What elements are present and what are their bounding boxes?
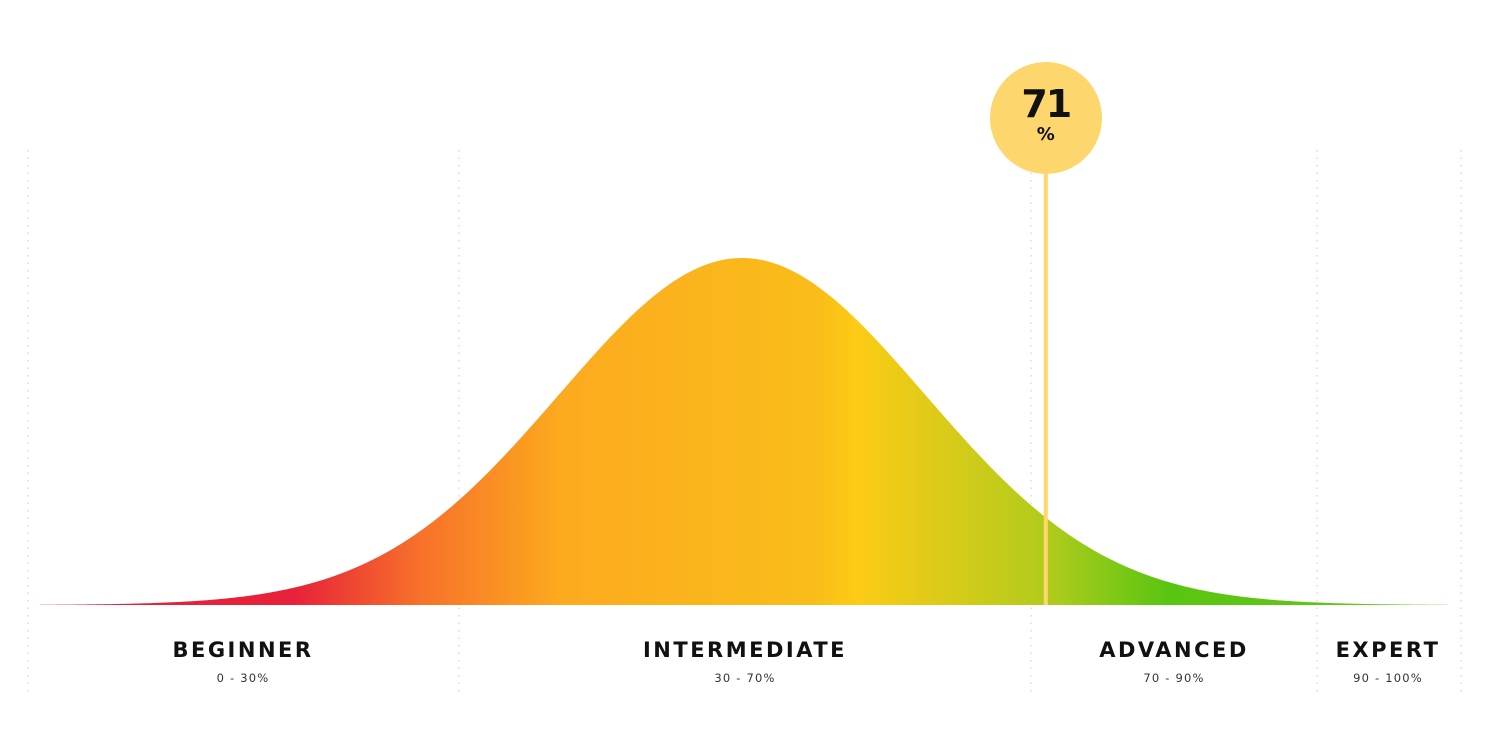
zone-label-intermediate: INTERMEDIATE 30 - 70% — [643, 638, 847, 685]
zone-name: EXPERT — [1335, 638, 1441, 662]
zone-name: ADVANCED — [1099, 638, 1249, 662]
zone-range: 70 - 90% — [1143, 671, 1205, 685]
score-value: 71 — [1021, 82, 1072, 126]
zone-range: 90 - 100% — [1353, 671, 1423, 685]
zone-label-expert: EXPERT 90 - 100% — [1336, 638, 1441, 685]
zone-label-beginner: BEGINNER 0 - 30% — [172, 638, 313, 685]
zone-divider-lines — [27, 150, 1462, 692]
bell-curve-area — [40, 258, 1448, 605]
zone-label-advanced: ADVANCED 70 - 90% — [1099, 638, 1249, 685]
zone-range: 0 - 30% — [216, 671, 270, 685]
zone-range: 30 - 70% — [714, 671, 776, 685]
zone-name: BEGINNER — [172, 638, 314, 662]
score-unit: % — [1036, 124, 1055, 145]
zone-name: INTERMEDIATE — [642, 638, 848, 662]
score-marker-bubble: 71 % — [989, 62, 1102, 174]
